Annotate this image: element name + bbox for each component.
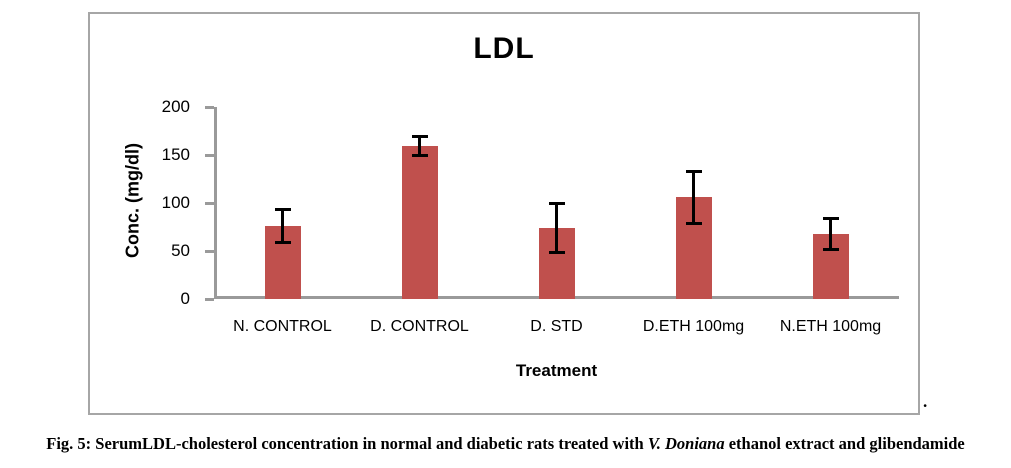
bar bbox=[401, 146, 438, 299]
y-tick-label: 200 bbox=[161, 97, 190, 116]
error-bar-cap bbox=[548, 251, 565, 255]
error-bar-cap bbox=[548, 201, 565, 205]
y-tick-label: 150 bbox=[161, 145, 190, 164]
caption-text-after: ethanol extract and glibendamide bbox=[724, 434, 965, 453]
error-bar-line bbox=[829, 218, 832, 250]
y-axis-title: Conc. (mg/dl) bbox=[122, 143, 143, 258]
y-tick-mark bbox=[205, 202, 214, 205]
error-bar-line bbox=[692, 171, 695, 224]
error-bar-cap bbox=[822, 216, 839, 220]
y-tick-label: 0 bbox=[180, 289, 190, 308]
caption-text-before: Fig. 5: SerumLDL-cholesterol concentrati… bbox=[46, 434, 648, 453]
error-bar-cap bbox=[274, 208, 291, 212]
figure-caption: Fig. 5: SerumLDL-cholesterol concentrati… bbox=[0, 434, 1011, 454]
y-tick-mark bbox=[205, 106, 214, 109]
error-bar-line bbox=[281, 209, 284, 243]
error-bar-cap bbox=[685, 221, 702, 225]
chart-container: LDL Conc. (mg/dl) 0 50 100 150 200 N. CONTROL… bbox=[88, 12, 920, 415]
y-tick-label: 100 bbox=[161, 193, 190, 212]
caption-species-name: V. Doniana bbox=[647, 434, 725, 453]
x-category-label: D.ETH 100mg bbox=[642, 318, 745, 335]
error-bar-line bbox=[418, 136, 421, 156]
error-bar-cap bbox=[411, 154, 428, 158]
chart-title: LDL bbox=[473, 32, 535, 65]
x-category-label: N.ETH 100mg bbox=[779, 318, 882, 335]
x-category-label: D. STD bbox=[530, 318, 583, 335]
error-bar-line bbox=[555, 203, 558, 253]
error-bar-cap bbox=[274, 240, 291, 244]
y-tick-mark bbox=[205, 154, 214, 157]
x-category-label: D. CONTROL bbox=[370, 318, 469, 335]
error-bar-cap bbox=[685, 169, 702, 173]
error-bar-cap bbox=[411, 135, 428, 139]
stray-period-mark: . bbox=[923, 392, 928, 411]
x-category-label: N. CONTROL bbox=[233, 318, 332, 335]
y-tick-mark bbox=[205, 250, 214, 253]
y-tick-label: 50 bbox=[171, 241, 190, 260]
error-bar-cap bbox=[822, 247, 839, 251]
y-tick-mark bbox=[205, 298, 214, 301]
x-axis-title: Treatment bbox=[515, 361, 598, 380]
